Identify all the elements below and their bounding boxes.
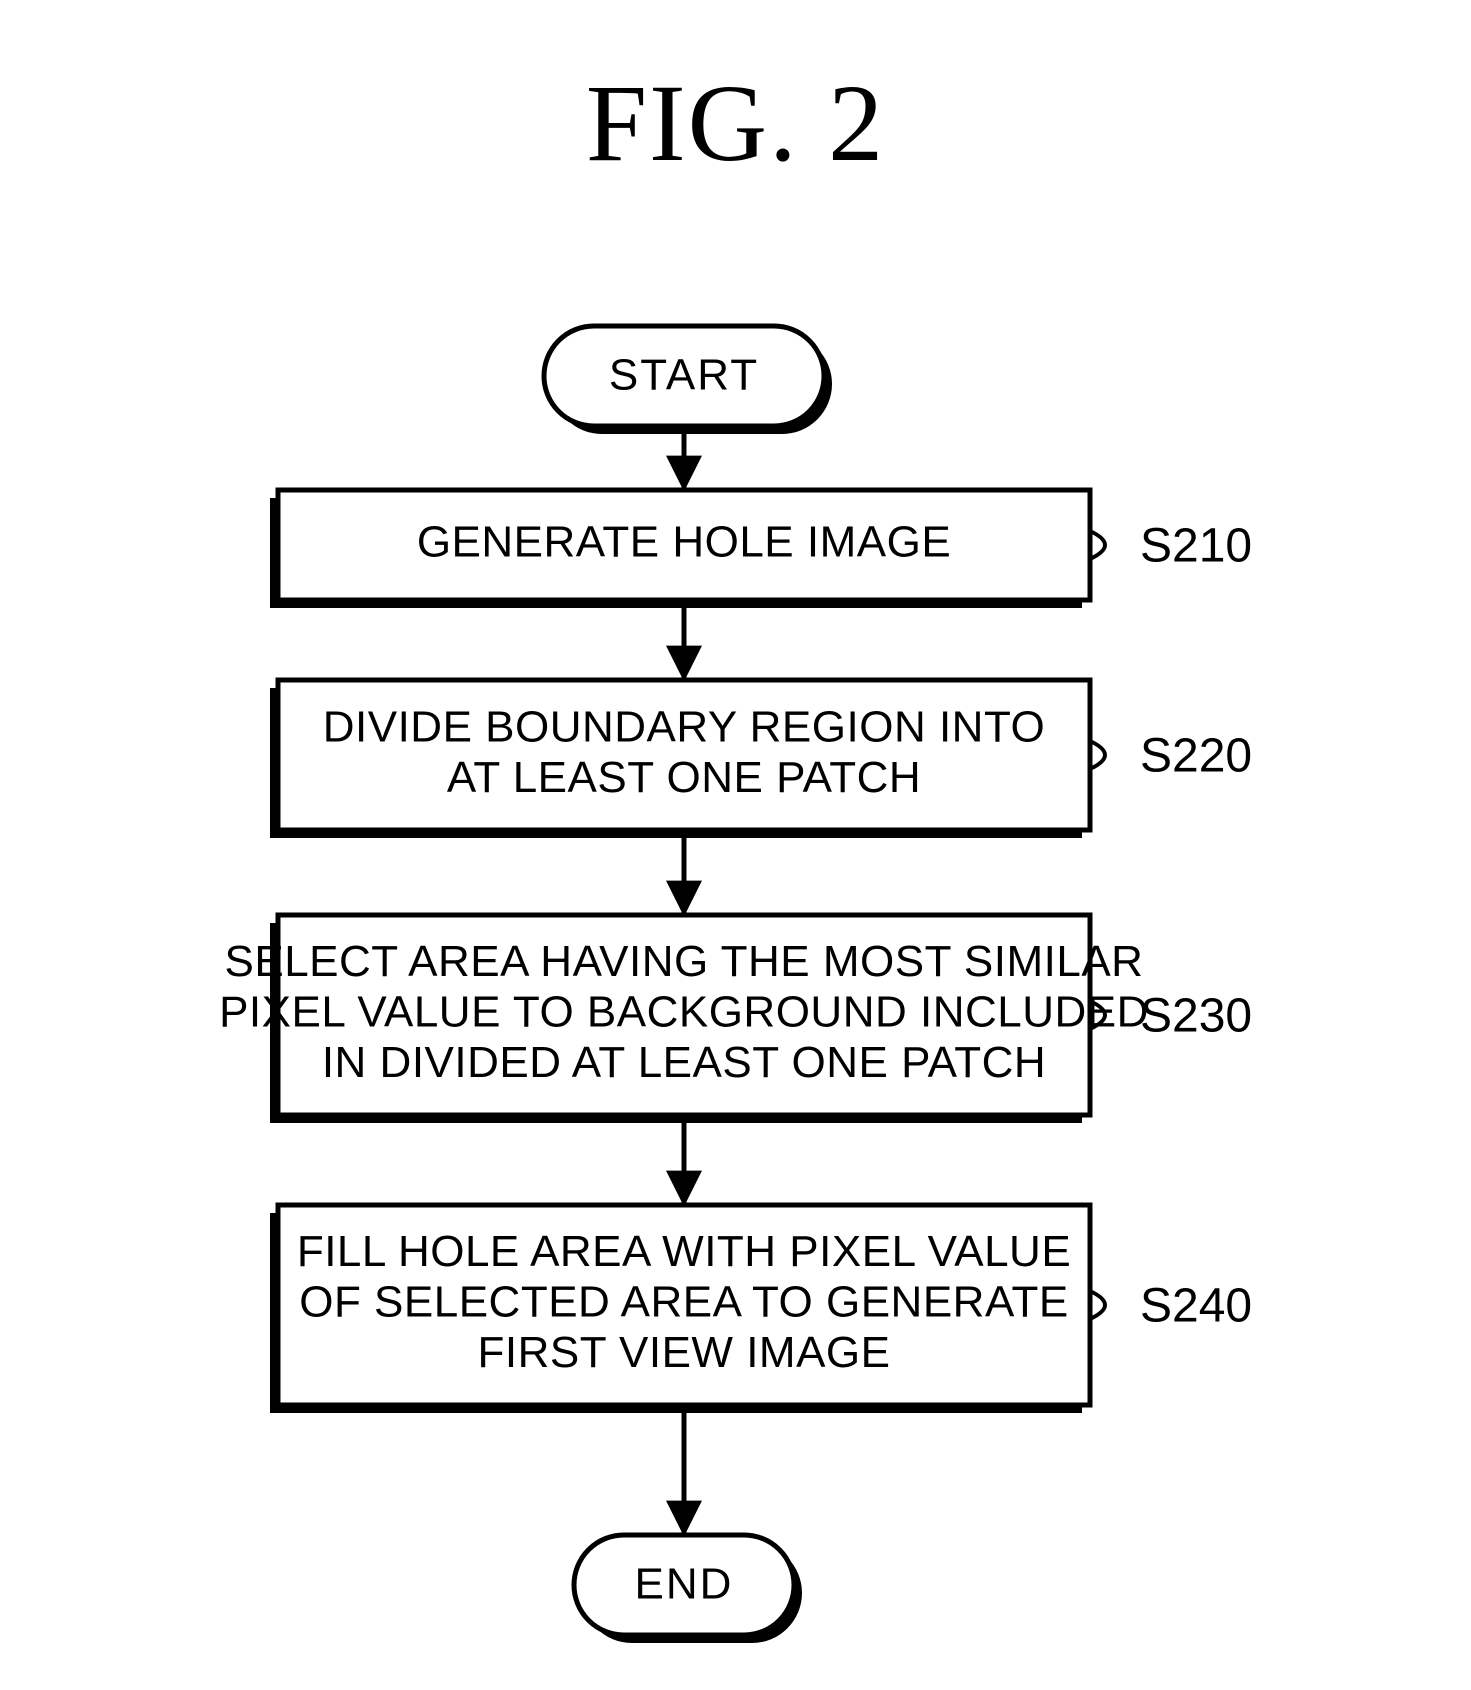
- step-text-s240-l1: OF SELECTED AREA TO GENERATE: [299, 1278, 1069, 1327]
- page: FIG. 2 STARTGENERATE HOLE IMAGES210DIVID…: [0, 0, 1471, 1690]
- step-text-s240-l2: FIRST VIEW IMAGE: [477, 1328, 890, 1377]
- step-label-s230: S230: [1140, 990, 1252, 1043]
- terminal-start-label: START: [609, 351, 759, 400]
- step-label-s220: S220: [1140, 730, 1252, 783]
- step-text-s230-l1: PIXEL VALUE TO BACKGROUND INCLUDED: [219, 988, 1149, 1037]
- terminal-end-label: END: [635, 1560, 734, 1609]
- step-text-s220-l1: AT LEAST ONE PATCH: [447, 753, 921, 802]
- step-text-s230-l2: IN DIVIDED AT LEAST ONE PATCH: [322, 1038, 1046, 1087]
- step-text-s240-l0: FILL HOLE AREA WITH PIXEL VALUE: [297, 1227, 1071, 1276]
- step-label-s240: S240: [1140, 1280, 1252, 1333]
- step-label-s210: S210: [1140, 520, 1252, 573]
- flowchart-svg: START GENERATE HOLE IMAGE S210 DIVIDE BOUND…: [0, 0, 1471, 1690]
- step-text-s210-l0: GENERATE HOLE IMAGE: [417, 518, 951, 567]
- step-text-s230-l0: SELECT AREA HAVING THE MOST SIMILAR: [225, 937, 1144, 986]
- step-text-s220-l0: DIVIDE BOUNDARY REGION INTO: [323, 702, 1046, 751]
